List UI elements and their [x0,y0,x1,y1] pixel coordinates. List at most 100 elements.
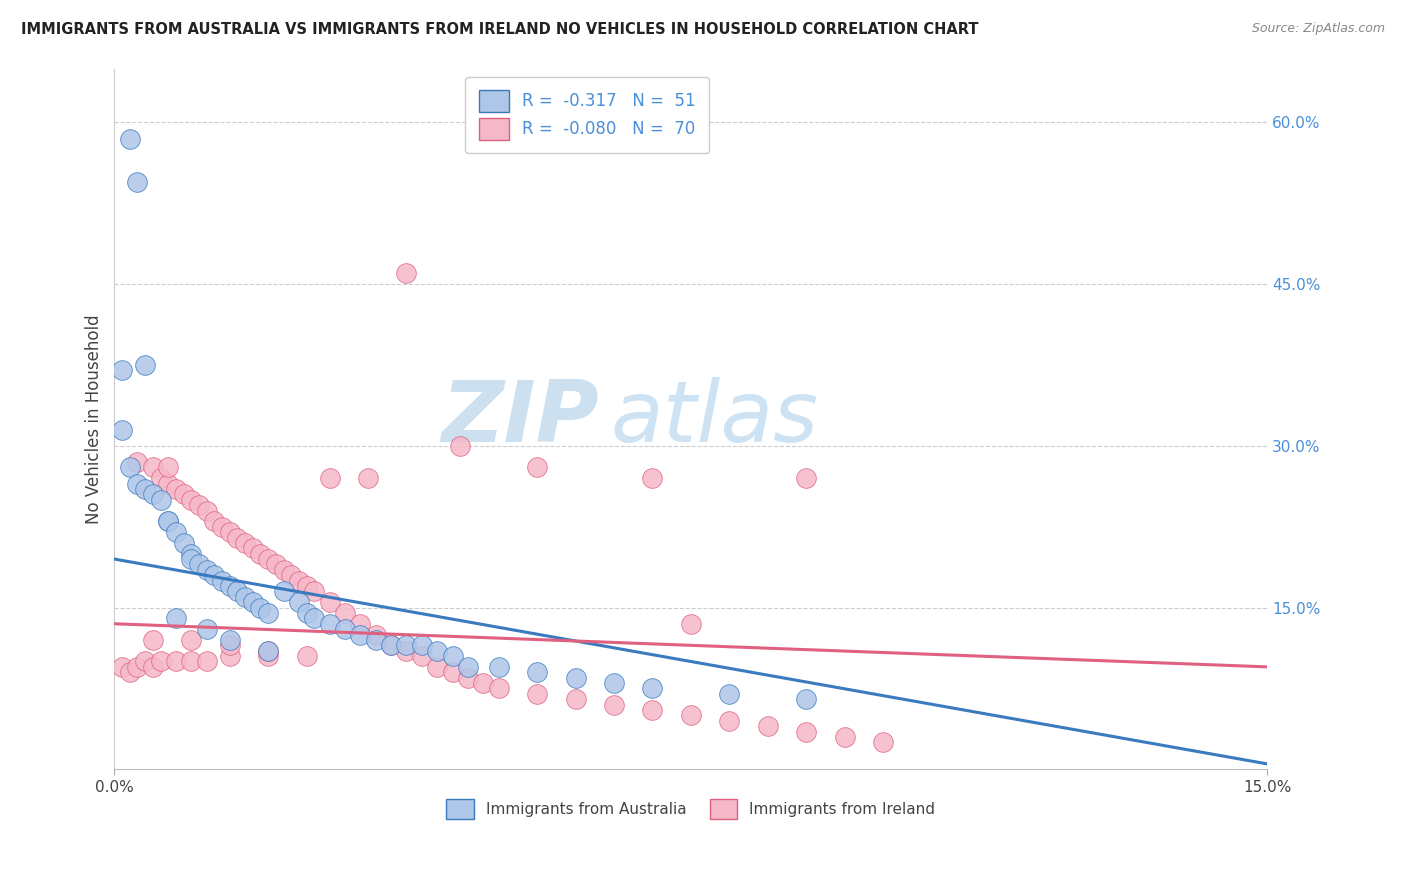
Point [242,541,264,556]
Point [349,616,371,631]
Point [173,536,195,550]
Point [641,703,664,717]
Point [273,563,295,577]
Point [233,536,256,550]
Point [472,676,495,690]
Point [195,503,218,517]
Point [295,649,318,664]
Point [142,460,165,475]
Point [165,655,187,669]
Point [249,600,271,615]
Point [195,622,218,636]
Point [264,558,287,572]
Point [165,611,187,625]
Point [257,606,280,620]
Point [318,471,340,485]
Point [526,687,548,701]
Point [211,574,233,588]
Point [111,423,134,437]
Point [149,655,172,669]
Point [257,552,280,566]
Point [165,482,187,496]
Point [173,487,195,501]
Point [188,558,211,572]
Point [195,563,218,577]
Point [449,439,471,453]
Point [226,531,249,545]
Point [603,698,626,712]
Point [127,476,149,491]
Point [202,568,225,582]
Point [134,358,156,372]
Point [395,638,418,652]
Point [333,606,356,620]
Point [257,649,280,664]
Point [395,643,418,657]
Point [149,492,172,507]
Point [756,719,779,733]
Point [118,460,141,475]
Text: Source: ZipAtlas.com: Source: ZipAtlas.com [1251,22,1385,36]
Point [127,455,149,469]
Text: ZIP: ZIP [441,377,599,460]
Point [127,175,149,189]
Point [157,460,180,475]
Point [118,665,141,680]
Text: atlas: atlas [610,377,818,460]
Legend: Immigrants from Australia, Immigrants from Ireland: Immigrants from Australia, Immigrants fr… [440,793,942,825]
Point [157,514,180,528]
Point [526,665,548,680]
Point [526,460,548,475]
Point [380,638,402,652]
Point [288,574,311,588]
Point [318,616,340,631]
Point [142,487,165,501]
Point [641,471,664,485]
Point [364,632,387,647]
Point [641,681,664,696]
Point [111,363,134,377]
Point [441,665,464,680]
Point [127,660,149,674]
Point [834,730,856,744]
Point [142,660,165,674]
Point [718,687,741,701]
Point [794,692,817,706]
Point [157,476,180,491]
Point [295,606,318,620]
Point [188,498,211,512]
Point [111,660,134,674]
Text: IMMIGRANTS FROM AUSTRALIA VS IMMIGRANTS FROM IRELAND NO VEHICLES IN HOUSEHOLD CO: IMMIGRANTS FROM AUSTRALIA VS IMMIGRANTS … [21,22,979,37]
Point [242,595,264,609]
Point [349,627,371,641]
Point [718,714,741,728]
Point [564,692,586,706]
Point [180,547,202,561]
Point [295,579,318,593]
Point [411,649,433,664]
Point [304,611,326,625]
Point [318,595,340,609]
Point [395,266,418,280]
Point [180,632,202,647]
Point [134,655,156,669]
Point [679,708,702,723]
Point [134,482,156,496]
Point [488,681,510,696]
Point [249,547,271,561]
Point [426,643,449,657]
Point [426,660,449,674]
Point [872,735,894,749]
Point [180,655,202,669]
Point [211,519,233,533]
Point [257,643,280,657]
Point [679,616,702,631]
Point [357,471,380,485]
Point [202,514,225,528]
Point [304,584,326,599]
Point [488,660,510,674]
Point [233,590,256,604]
Point [257,643,280,657]
Point [142,632,165,647]
Point [333,622,356,636]
